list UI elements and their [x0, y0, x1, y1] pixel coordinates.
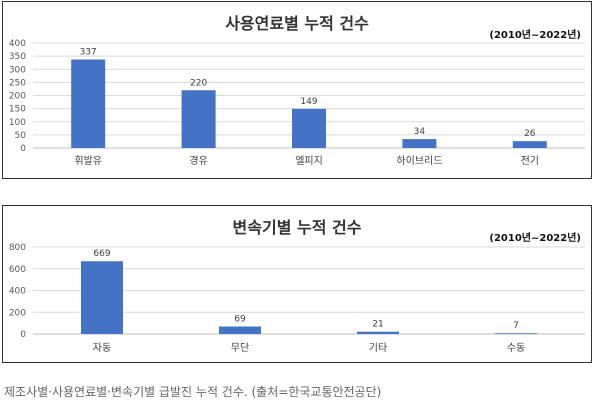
bar	[402, 139, 437, 148]
chart-title: 변속기별 누적 건수	[232, 218, 362, 237]
transmission-chart-panel: 변속기별 누적 건수 (2010년~2022년) 0 200 400 600 800 66…	[2, 205, 592, 363]
y-tick-label: 250	[9, 78, 26, 88]
bar	[81, 261, 123, 334]
x-tick-label: 자동	[93, 342, 111, 354]
x-tick-label: 기타	[369, 342, 387, 354]
chart-title: 사용연료별 누적 건수	[225, 14, 369, 33]
y-tick-label: 600	[9, 265, 26, 275]
chart-period: (2010년~2022년)	[489, 233, 581, 244]
y-tick-label: 300	[9, 65, 26, 75]
y-tick-label: 100	[9, 118, 26, 128]
y-tick-label: 400	[9, 39, 26, 49]
bar	[357, 331, 399, 334]
data-label: 69	[234, 314, 246, 324]
fuel-type-chart-panel: 사용연료별 누적 건수 (2010년~2022년) 0 50 100 150 200 25…	[2, 1, 592, 179]
y-tick-label: 350	[9, 52, 26, 62]
chart-period: (2010년~2022년)	[489, 30, 581, 41]
y-tick-label: 200	[9, 308, 26, 318]
y-tick-label: 400	[9, 287, 26, 297]
data-label: 669	[93, 249, 110, 259]
y-tick-label: 0	[20, 144, 26, 154]
fuel-type-bar-chart: 0 50 100 150 200 250 300 350 400 337 휘발유 220 경유 149 엘피…	[9, 39, 585, 167]
x-tick-label: 전기	[521, 155, 539, 167]
transmission-bar-chart: 0 200 400 600 800 669 자동 69 무단 21 기타 7 수동	[9, 243, 585, 354]
bar	[71, 59, 106, 148]
x-tick-label: 경유	[189, 154, 207, 167]
x-tick-label: 엘피지	[295, 154, 323, 167]
figure-caption: 제조사별·사용연료별·변속기별 급발진 누적 건수. (출처=한국교통안전공단)	[4, 385, 382, 399]
bar	[181, 90, 216, 148]
data-label: 220	[190, 78, 207, 88]
x-tick-label: 휘발유	[74, 155, 102, 167]
y-tick-label: 0	[20, 330, 26, 340]
y-tick-label: 50	[15, 131, 27, 141]
y-tick-label: 150	[9, 105, 26, 115]
x-tick-label: 무단	[231, 342, 249, 354]
bar	[219, 326, 261, 334]
data-label: 7	[513, 321, 519, 331]
data-label: 34	[414, 127, 426, 137]
x-tick-label: 하이브리드	[396, 154, 442, 167]
y-tick-label: 800	[9, 243, 26, 253]
bar	[512, 141, 547, 148]
data-label: 149	[300, 97, 317, 107]
bar	[292, 108, 326, 148]
data-label: 337	[80, 48, 97, 58]
data-label: 26	[524, 129, 536, 139]
x-tick-label: 수동	[507, 342, 525, 354]
data-label: 21	[372, 320, 383, 330]
bar	[495, 333, 537, 334]
y-tick-label: 200	[9, 92, 26, 102]
